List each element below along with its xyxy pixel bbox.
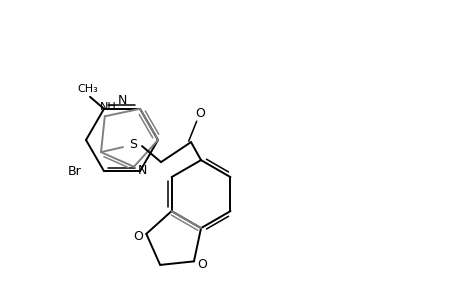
Text: S: S <box>129 138 137 151</box>
Text: N: N <box>117 94 126 107</box>
Text: CH₃: CH₃ <box>78 84 98 94</box>
Text: O: O <box>196 258 207 271</box>
Text: O: O <box>133 230 143 243</box>
Text: N: N <box>138 164 147 177</box>
Text: Br: Br <box>68 165 82 178</box>
Text: NH: NH <box>99 102 116 112</box>
Text: O: O <box>195 106 205 120</box>
